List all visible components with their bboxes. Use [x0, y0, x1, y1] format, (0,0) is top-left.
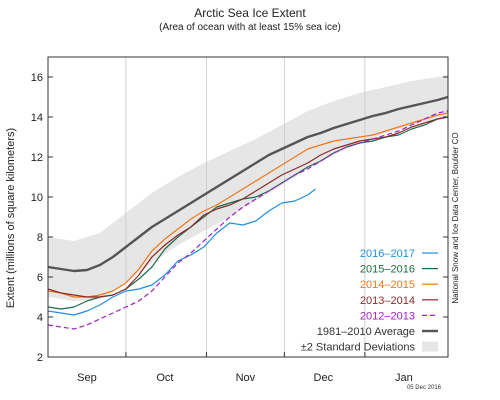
legend-label-0: 2016–2017 [360, 248, 415, 260]
legend-label-4: 2012–2013 [360, 310, 415, 322]
x-axis: Sep Oct Nov Dec Jan [77, 352, 413, 384]
series-lines [47, 95, 449, 330]
legend-label-6: ±2 Standard Deviations [301, 342, 416, 354]
std-dev-band [48, 75, 448, 301]
y-axis: 2 4 6 8 10 12 14 16 [31, 72, 448, 364]
legend-label-1: 2015–2016 [360, 264, 415, 276]
y-tick-label-6: 14 [31, 112, 43, 124]
y-tick-label-0: 2 [37, 352, 43, 364]
series-line-3 [47, 116, 449, 298]
y-axis-label: Extent (millions of square kilometers) [5, 128, 17, 308]
plot-frame [47, 56, 449, 358]
x-tick-label-3: Dec [314, 372, 334, 384]
x-tick-label-2: Nov [236, 372, 256, 384]
x-tick-label-1: Oct [156, 372, 173, 384]
series-line-0 [47, 188, 316, 316]
date-stamp: 05 Dec 2016 [407, 385, 442, 391]
y-tick-label-1: 4 [37, 312, 43, 324]
y-tick-label-3: 8 [37, 232, 43, 244]
legend: 2016–2017 2015–2016 2014–2015 2013–2014 2012… [301, 248, 438, 354]
legend-label-5: 1981–2010 Average [317, 326, 415, 338]
x-tick-label-0: Sep [77, 372, 97, 384]
x-tick-label-4: Jan [395, 372, 413, 384]
y-tick-label-4: 10 [31, 192, 43, 204]
series-line-5 [47, 95, 449, 273]
y-tick-label-7: 16 [31, 72, 43, 84]
legend-label-2: 2014–2015 [360, 279, 415, 291]
series-line-4 [47, 110, 449, 330]
chart-title: Arctic Sea Ice Extent [194, 6, 306, 20]
credit-text: National Snow and Ice Data Center, Bould… [451, 132, 460, 303]
y-tick-label-2: 6 [37, 272, 43, 284]
y-tick-label-5: 12 [31, 152, 43, 164]
series-line-2 [47, 112, 449, 298]
legend-label-3: 2013–2014 [360, 295, 415, 307]
chart-subtitle: (Area of ocean with at least 15% sea ice… [159, 22, 341, 33]
legend-swatch-6 [422, 341, 438, 352]
